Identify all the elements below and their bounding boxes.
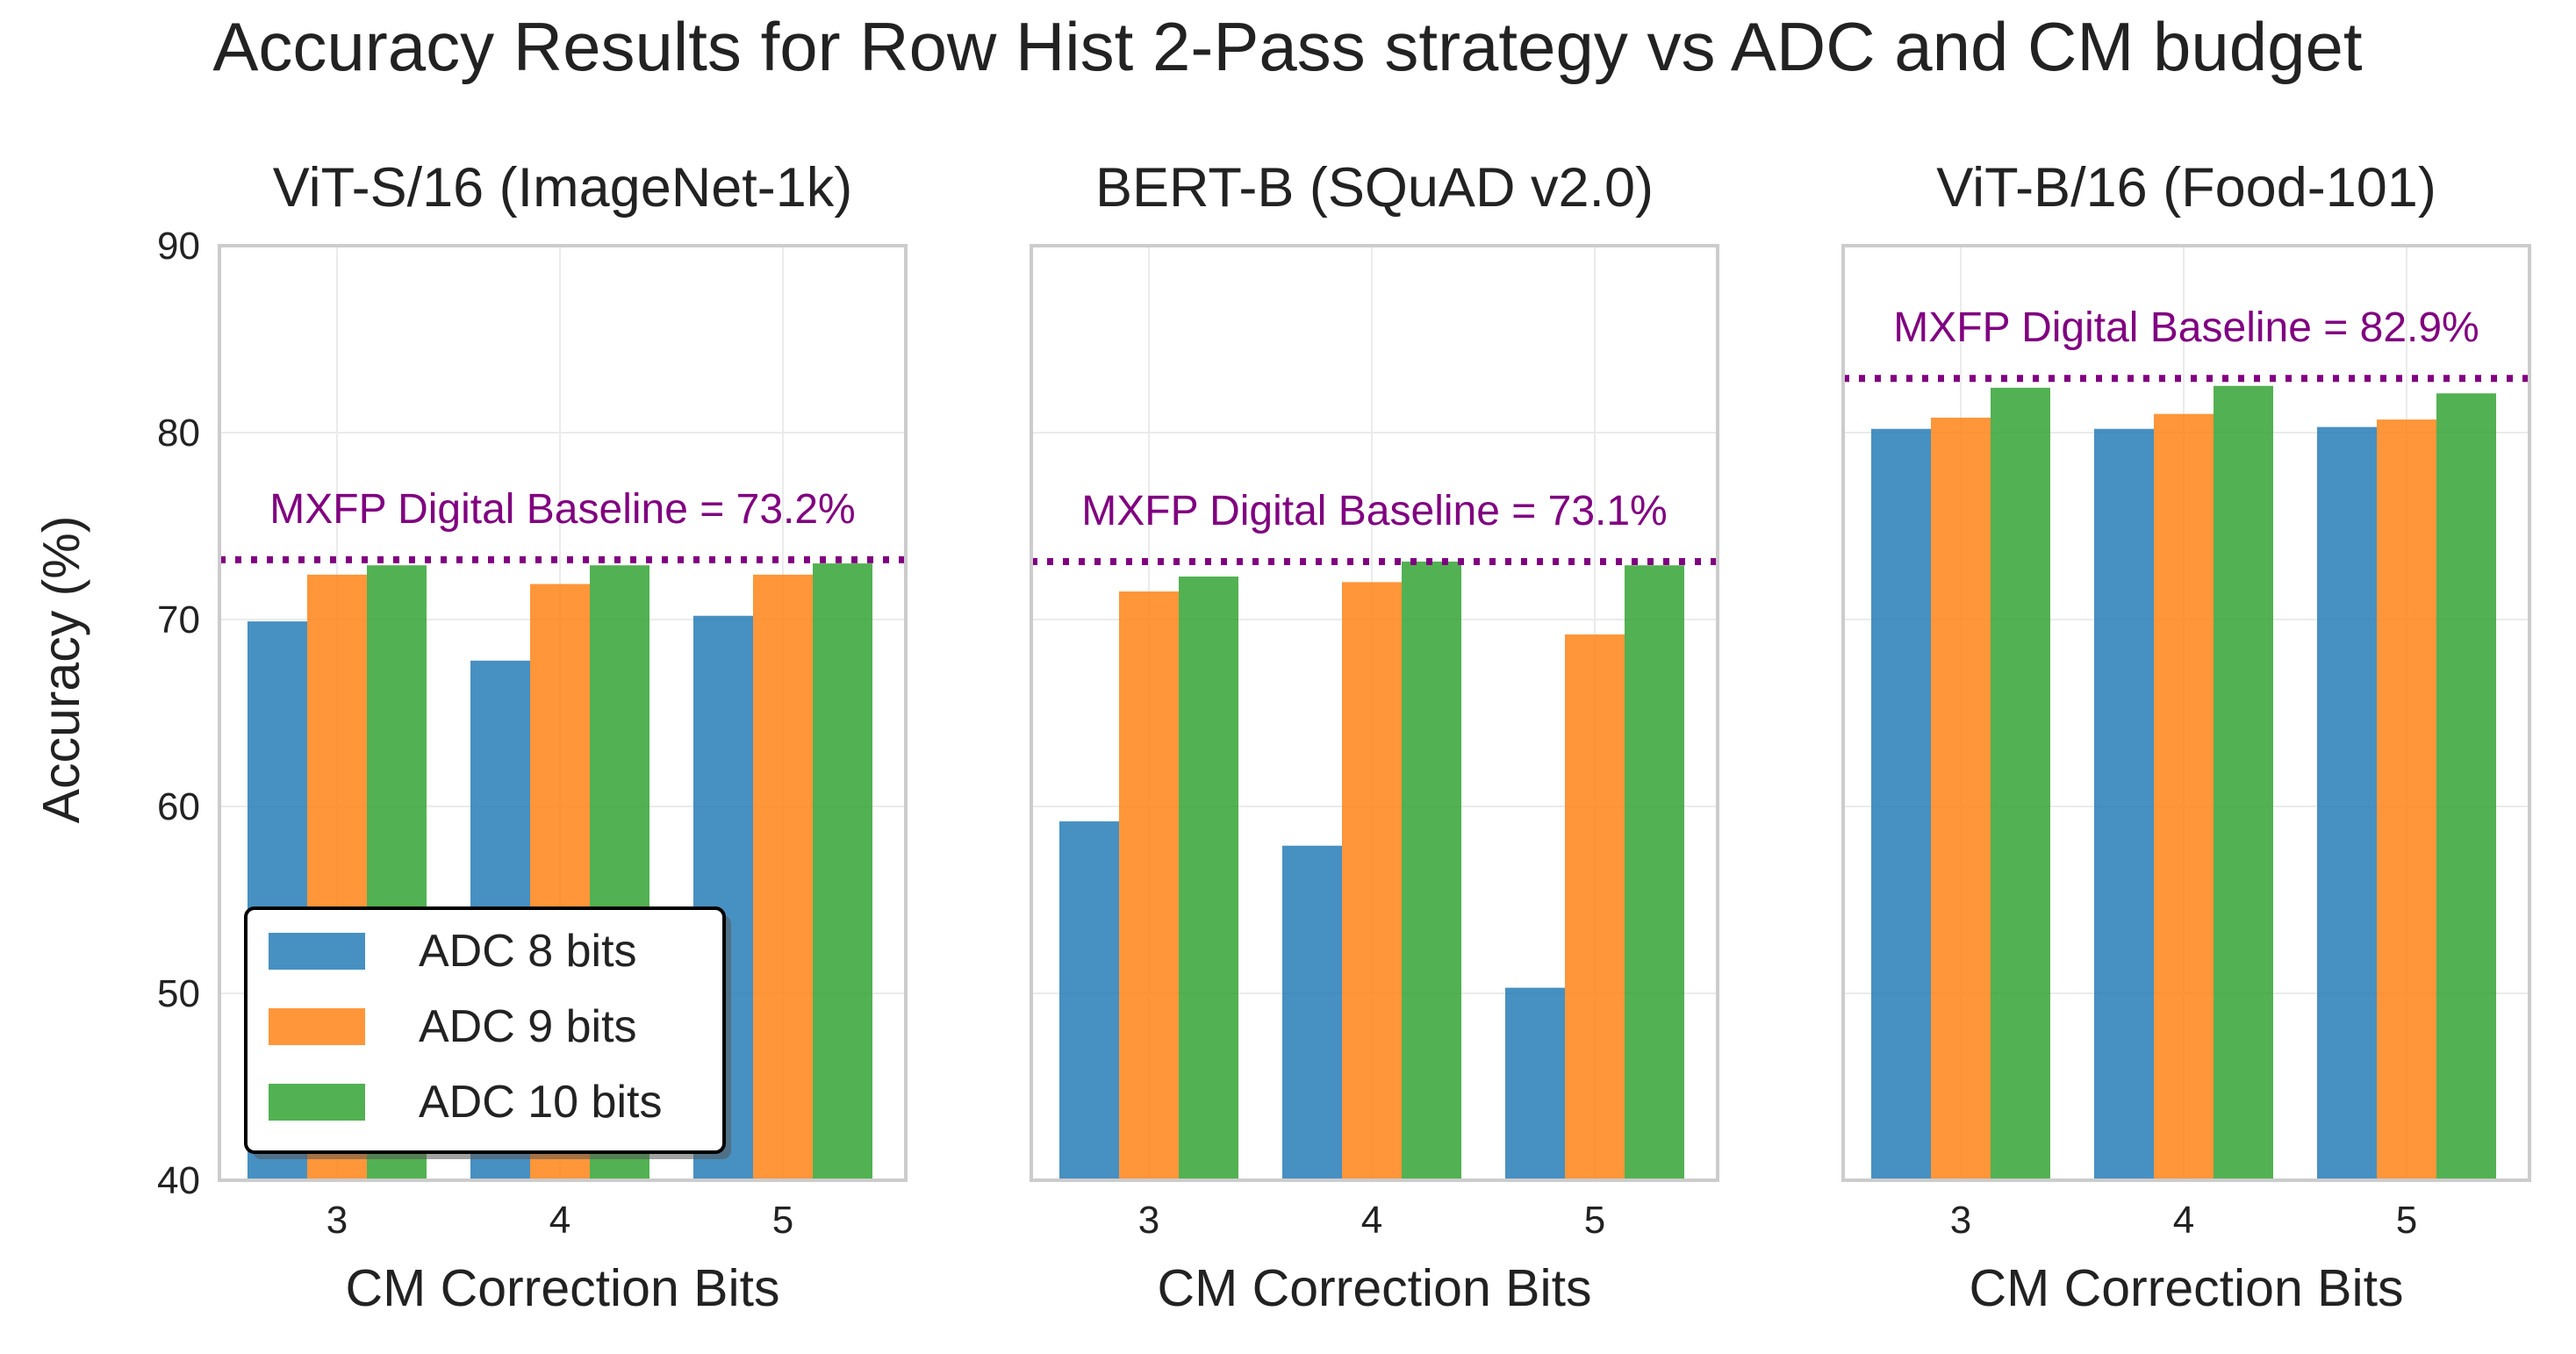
y-tick-label: 90	[157, 225, 200, 268]
bar-adc-8-bits-cm3	[1059, 821, 1119, 1180]
y-tick-label: 80	[157, 412, 200, 455]
bar-adc-10-bits-cm5	[1625, 565, 1684, 1180]
y-tick-label: 60	[157, 785, 200, 828]
bar-adc-10-bits-cm3	[1991, 387, 2050, 1180]
legend-swatch-2	[269, 1008, 365, 1045]
x-tick-label: 3	[326, 1199, 348, 1242]
bar-adc-8-bits-cm3	[1871, 428, 1931, 1180]
bar-adc-9-bits-cm5	[1565, 634, 1625, 1180]
panel-3: MXFP Digital Baseline = 82.9% ViT-B/16 (F…	[1841, 157, 2531, 1317]
baseline-label: MXFP Digital Baseline = 82.9%	[1893, 304, 2479, 351]
bar-adc-10-bits-cm5	[2436, 393, 2496, 1180]
panel-title: BERT-B (SQuAD v2.0)	[1095, 157, 1654, 219]
x-axis-label: CM Correction Bits	[1157, 1259, 1591, 1317]
baseline-label: MXFP Digital Baseline = 73.1%	[1081, 488, 1667, 534]
bar-adc-9-bits-cm3	[1119, 591, 1179, 1180]
chart-title: Accuracy Results for Row Hist 2-Pass str…	[212, 8, 2363, 85]
legend-swatch-3	[269, 1084, 365, 1121]
legend-box	[244, 906, 726, 1154]
x-tick-label: 5	[2396, 1199, 2417, 1242]
bar-adc-10-bits-cm3	[1179, 577, 1238, 1180]
legend-label-3: ADC 10 bits	[419, 1077, 662, 1128]
x-axis-label: CM Correction Bits	[1969, 1259, 2403, 1317]
panel-frame	[218, 244, 908, 1182]
bar-adc-10-bits-cm4	[1402, 561, 1461, 1180]
panel-title: ViT-S/16 (ImageNet-1k)	[273, 157, 853, 219]
legend-label-1: ADC 8 bits	[419, 926, 637, 977]
panel-2: MXFP Digital Baseline = 73.1% BERT-B (SQu…	[1030, 157, 1719, 1317]
x-tick-label: 4	[1361, 1199, 1382, 1242]
bar-adc-9-bits-cm5	[2377, 419, 2436, 1181]
legend-label-2: ADC 9 bits	[419, 1001, 637, 1052]
bar-adc-8-bits-cm5	[2317, 426, 2377, 1180]
bar-adc-9-bits-cm3	[1931, 417, 1991, 1181]
panel-frame	[1841, 244, 2531, 1182]
bar-adc-10-bits-cm5	[813, 563, 872, 1180]
y-tick-label: 40	[157, 1159, 200, 1202]
y-tick-label: 50	[157, 972, 200, 1015]
x-tick-label: 5	[772, 1199, 793, 1242]
x-tick-label: 4	[549, 1199, 570, 1242]
x-tick-label: 3	[1138, 1199, 1159, 1242]
bar-adc-9-bits-cm4	[2154, 413, 2214, 1180]
bar-adc-9-bits-cm4	[1342, 582, 1402, 1180]
bar-adc-10-bits-cm4	[2214, 385, 2273, 1180]
legend: ADC 8 bits ADC 9 bits ADC 10 bits	[244, 906, 731, 1159]
x-tick-label: 5	[1584, 1199, 1605, 1242]
bar-adc-8-bits-cm5	[1505, 987, 1565, 1180]
bar-adc-9-bits-cm5	[753, 574, 813, 1180]
panel-frame	[1030, 244, 1719, 1182]
baseline-label: MXFP Digital Baseline = 73.2%	[269, 486, 855, 533]
x-tick-label: 4	[2173, 1199, 2194, 1242]
panel-title: ViT-B/16 (Food-101)	[1936, 157, 2436, 219]
bar-adc-8-bits-cm4	[1282, 845, 1342, 1180]
y-tick-label: 70	[157, 598, 200, 641]
x-axis-label: CM Correction Bits	[345, 1259, 779, 1317]
x-tick-label: 3	[1950, 1199, 1971, 1242]
y-axis-label: Accuracy (%)	[32, 516, 90, 824]
legend-swatch-1	[269, 933, 365, 970]
bar-adc-8-bits-cm4	[2094, 428, 2154, 1180]
